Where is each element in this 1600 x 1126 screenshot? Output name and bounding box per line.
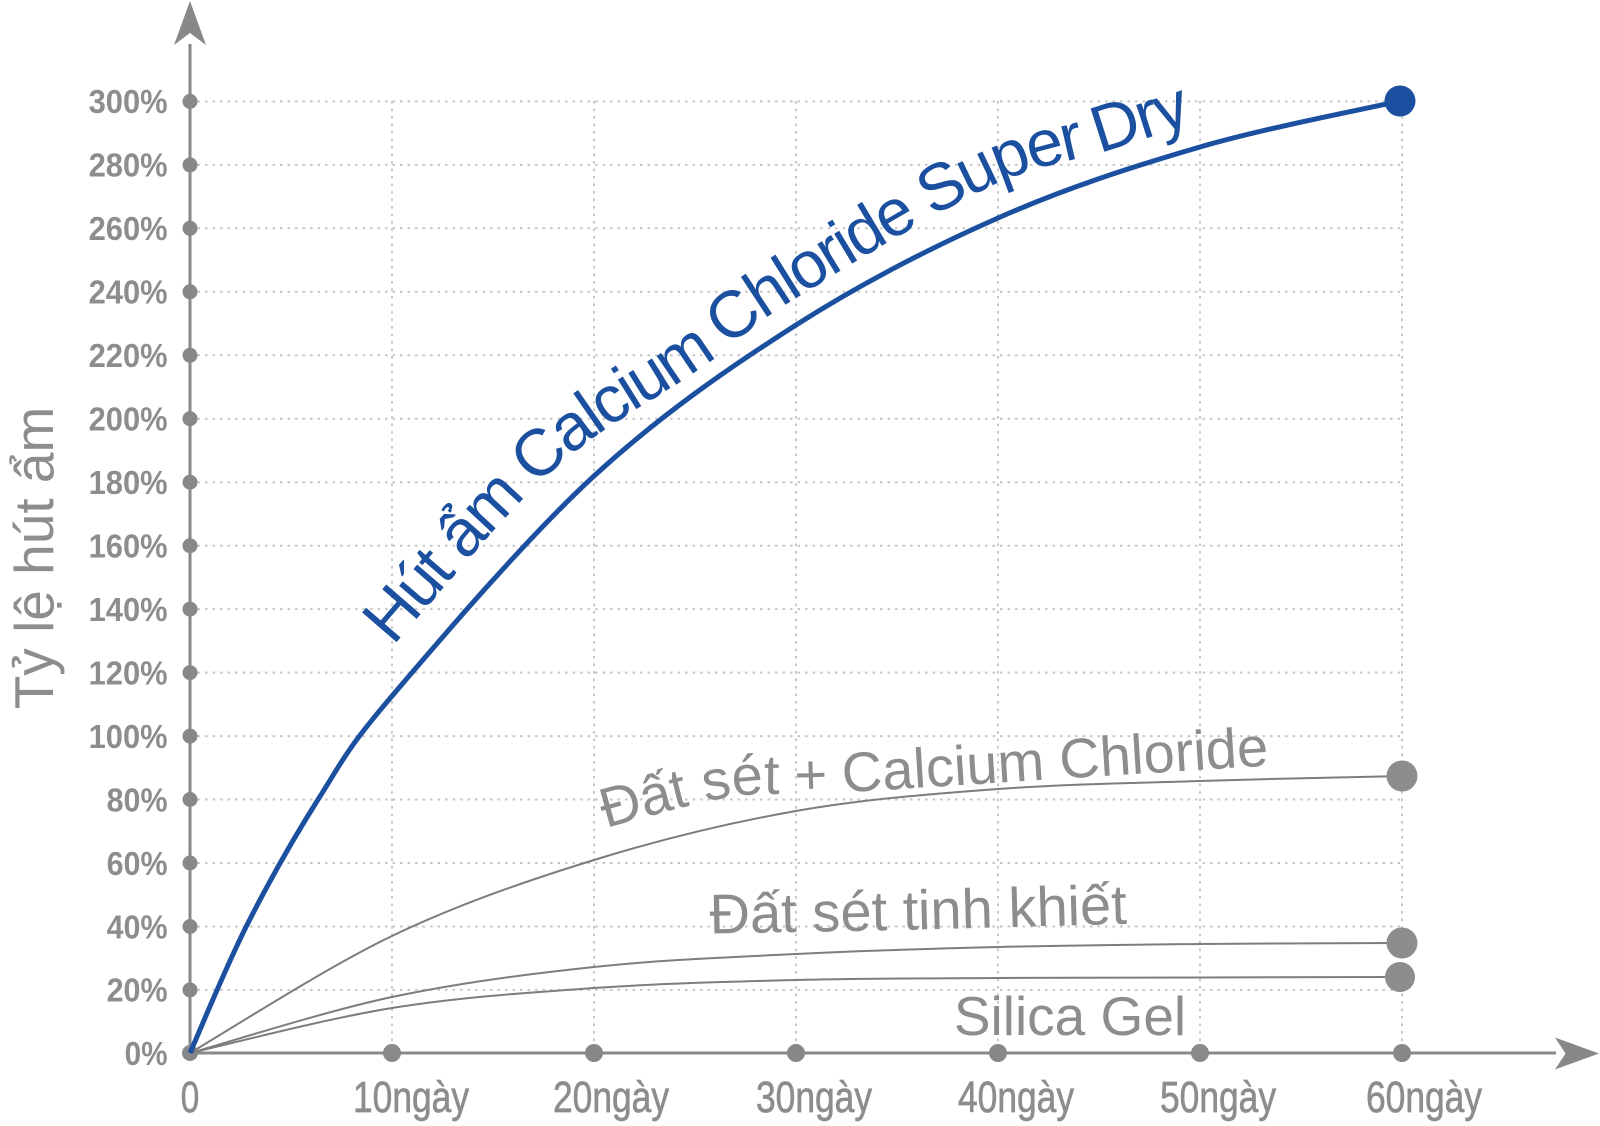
svg-text:30ngày: 30ngày	[756, 1073, 872, 1122]
svg-text:0: 0	[181, 1073, 200, 1122]
svg-text:100%: 100%	[89, 718, 168, 755]
svg-text:60ngày: 60ngày	[1366, 1073, 1482, 1122]
svg-text:120%: 120%	[89, 654, 168, 691]
svg-text:260%: 260%	[89, 210, 168, 247]
svg-text:220%: 220%	[89, 337, 168, 374]
svg-text:Silica Gel: Silica Gel	[954, 985, 1186, 1047]
svg-text:10ngày: 10ngày	[353, 1073, 469, 1122]
svg-text:60%: 60%	[107, 845, 168, 882]
svg-text:Tỷ lệ hút ẩm: Tỷ lệ hút ẩm	[3, 407, 65, 710]
svg-text:Đất sét tinh khiết: Đất sét tinh khiết	[709, 873, 1128, 946]
svg-text:0%: 0%	[125, 1035, 168, 1072]
svg-text:50ngày: 50ngày	[1160, 1073, 1276, 1122]
svg-text:140%: 140%	[89, 591, 168, 628]
svg-text:280%: 280%	[89, 147, 168, 184]
svg-text:180%: 180%	[89, 464, 168, 501]
svg-text:40ngày: 40ngày	[958, 1073, 1074, 1122]
svg-text:300%: 300%	[89, 83, 168, 120]
svg-text:80%: 80%	[107, 781, 168, 818]
svg-text:20ngày: 20ngày	[553, 1073, 669, 1122]
svg-text:40%: 40%	[107, 908, 168, 945]
svg-text:160%: 160%	[89, 528, 168, 565]
svg-text:20%: 20%	[107, 972, 168, 1009]
svg-text:200%: 200%	[89, 401, 168, 438]
svg-text:240%: 240%	[89, 274, 168, 311]
